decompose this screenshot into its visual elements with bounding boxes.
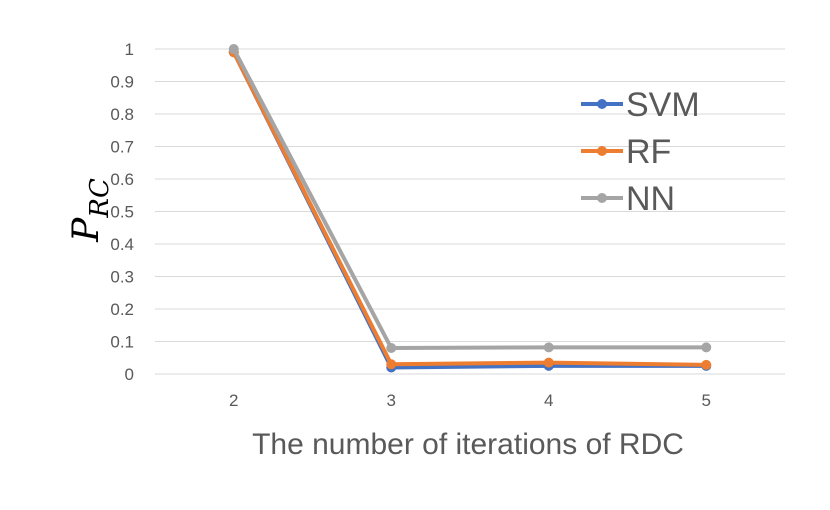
data-point bbox=[228, 44, 239, 54]
y-tick-label: 0.2 bbox=[110, 300, 134, 319]
x-axis-title: The number of iterations of RDC bbox=[252, 428, 684, 461]
y-axis-title-main: P bbox=[66, 217, 107, 243]
series-line bbox=[231, 50, 709, 367]
data-point bbox=[543, 357, 554, 368]
y-tick-label: 0.5 bbox=[110, 203, 134, 222]
legend-swatch-marker bbox=[597, 193, 607, 203]
y-tick-label: 0.3 bbox=[110, 268, 134, 287]
series-line bbox=[231, 47, 709, 350]
x-tick-label: 3 bbox=[387, 391, 396, 410]
x-tick-label: 5 bbox=[702, 391, 711, 410]
x-tick-label: 2 bbox=[229, 391, 238, 410]
y-tick-label: 0.7 bbox=[110, 138, 134, 157]
series-rf bbox=[228, 47, 712, 370]
data-point bbox=[543, 342, 554, 353]
legend-label: RF bbox=[626, 133, 671, 171]
legend: SVM RF NN bbox=[581, 86, 700, 218]
series-nn bbox=[228, 44, 712, 353]
x-axis-ticks: 2 3 4 5 bbox=[229, 391, 711, 410]
y-tick-label: 0 bbox=[125, 365, 134, 384]
legend-label: NN bbox=[626, 180, 675, 218]
y-tick-label: 0.6 bbox=[110, 170, 134, 189]
data-point bbox=[701, 359, 712, 370]
y-tick-label: 0.1 bbox=[110, 333, 134, 352]
y-axis-title: PRC bbox=[66, 178, 115, 243]
legend-swatch-marker bbox=[597, 99, 607, 109]
x-tick-label: 4 bbox=[544, 391, 553, 410]
legend-item-svm: SVM bbox=[581, 86, 700, 124]
y-tick-label: 0.4 bbox=[110, 235, 134, 254]
series-lines bbox=[228, 44, 712, 373]
data-point bbox=[701, 342, 712, 353]
legend-item-nn: NN bbox=[581, 180, 675, 218]
legend-item-rf: RF bbox=[581, 133, 671, 171]
gridlines bbox=[155, 48, 785, 375]
data-point bbox=[386, 343, 397, 353]
y-axis-title-subscript: RC bbox=[85, 178, 115, 219]
data-point bbox=[386, 359, 397, 370]
legend-label: SVM bbox=[626, 86, 700, 124]
legend-swatch-marker bbox=[597, 146, 607, 156]
y-tick-label: 1 bbox=[125, 40, 134, 59]
y-tick-label: 0.8 bbox=[110, 105, 134, 124]
y-tick-label: 0.9 bbox=[110, 73, 134, 92]
y-axis-ticks: 0 0.1 0.2 0.3 0.4 0.5 0.6 0.7 0.8 0.9 1 bbox=[110, 40, 134, 384]
